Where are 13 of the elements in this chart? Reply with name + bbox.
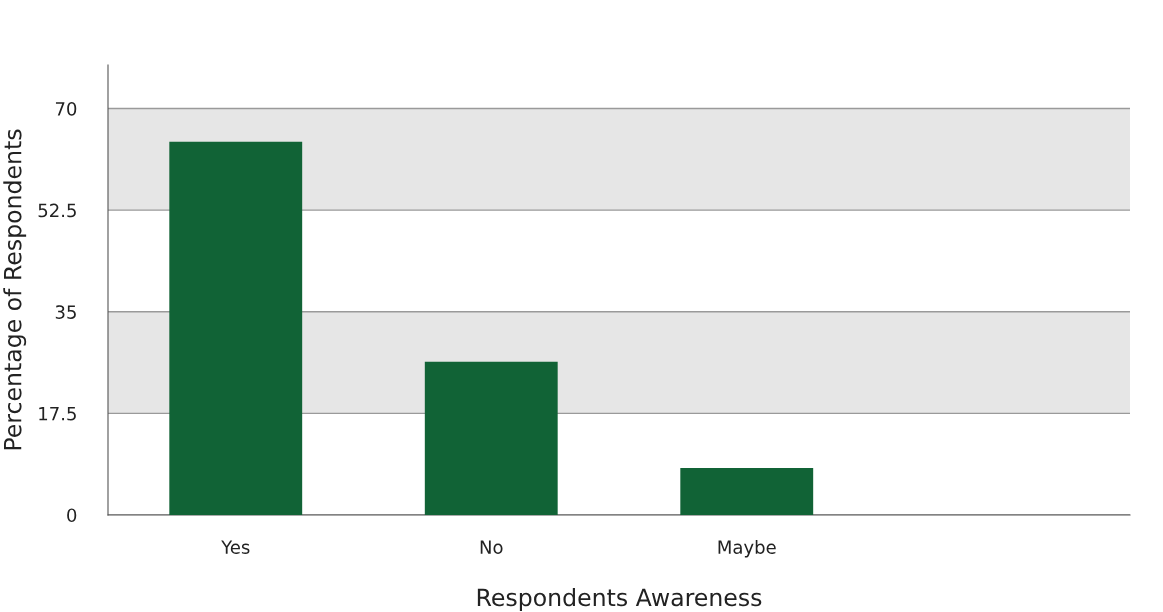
y-tick-label: 52.5 [38, 203, 76, 218]
bar [680, 467, 814, 515]
x-tick-label: No [480, 540, 503, 554]
bar [169, 141, 303, 515]
x-tick-label: Maybe [718, 540, 776, 558]
y-tick-label: 0 [67, 508, 77, 523]
y-tick-label: 70 [55, 102, 77, 116]
bar [424, 361, 558, 515]
y-tick-label: 17.5 [39, 407, 76, 421]
y-axis-title: Percentage of Respondents [3, 129, 27, 450]
y-tick-label: 35 [55, 305, 76, 319]
x-axis-title: Respondents Awareness [477, 588, 762, 611]
x-tick-label: Yes [221, 540, 250, 554]
